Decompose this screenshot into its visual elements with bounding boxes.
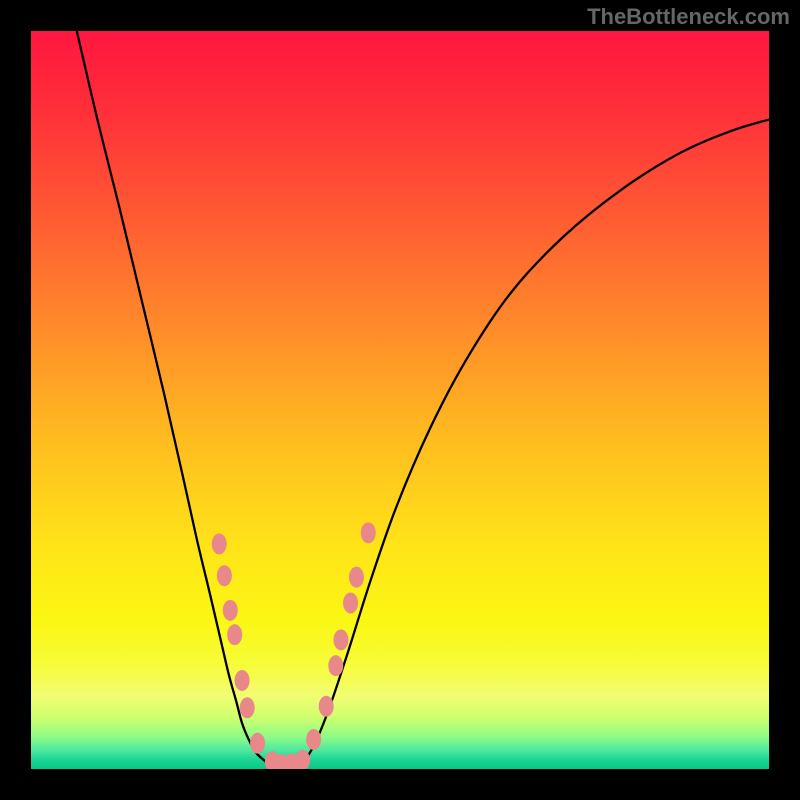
data-marker: [223, 600, 238, 621]
data-marker: [235, 670, 250, 691]
data-marker: [212, 533, 227, 554]
data-marker: [343, 592, 358, 613]
data-marker: [333, 629, 348, 650]
chart-canvas: TheBottleneck.com: [0, 0, 800, 800]
data-marker: [319, 696, 334, 717]
plot-area: [31, 31, 769, 769]
data-marker: [240, 697, 255, 718]
data-marker: [227, 624, 242, 645]
gradient-background: [31, 31, 769, 769]
data-marker: [328, 655, 343, 676]
data-marker: [349, 567, 364, 588]
data-marker: [306, 729, 321, 750]
data-marker: [361, 522, 376, 543]
data-marker: [217, 565, 232, 586]
data-marker: [250, 733, 265, 754]
plot-svg: [31, 31, 769, 769]
watermark-text: TheBottleneck.com: [587, 4, 790, 30]
